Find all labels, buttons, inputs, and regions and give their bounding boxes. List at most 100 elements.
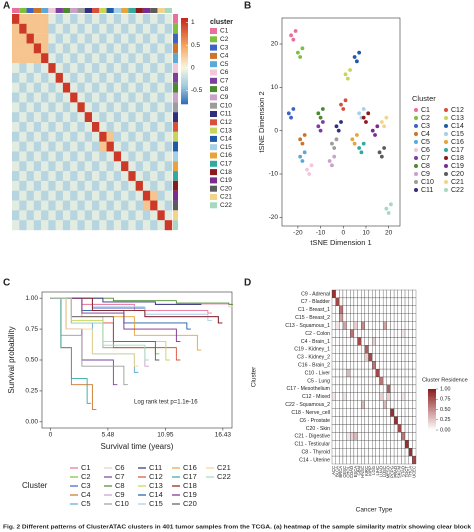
heatmap-cell [62, 200, 71, 211]
heatmap-cell [368, 329, 373, 338]
heatmap-cell [364, 448, 369, 457]
row-label: C11 - Testicular [294, 442, 330, 448]
heatmap-cell [70, 151, 78, 162]
heatmap-cell [386, 345, 391, 354]
legend-label: C11 [421, 187, 433, 194]
heatmap-cell [142, 190, 151, 201]
heatmap-cell [99, 151, 107, 162]
heatmap-cell [346, 289, 351, 299]
heatmap-cell [368, 313, 373, 322]
heatmap-cell [150, 112, 158, 123]
heatmap-cell [401, 297, 406, 306]
heatmap-cell [397, 353, 402, 362]
heatmap-cell [372, 448, 376, 457]
heatmap-cell [408, 455, 413, 465]
heatmap-cell [41, 53, 49, 64]
heatmap-cell [157, 171, 165, 182]
legend-label: C14 [451, 123, 464, 130]
heatmap-cell [84, 190, 93, 201]
heatmap-cell [99, 14, 107, 25]
heatmap-cell [84, 210, 93, 221]
scatter-point [307, 172, 312, 176]
heatmap-cell [357, 384, 362, 393]
legend-swatch [210, 202, 217, 209]
heatmap-cell [142, 180, 151, 191]
colorbar-step [428, 412, 436, 414]
heatmap-cell [26, 72, 35, 83]
scatter-point [379, 120, 384, 124]
heatmap-cell [12, 112, 20, 123]
column-label: COAD [349, 466, 354, 478]
heatmap-cell [357, 455, 362, 465]
heatmap-cell [353, 353, 358, 362]
heatmap-cell [368, 376, 373, 386]
heatmap-cell [12, 171, 20, 182]
heatmap-cell [26, 53, 35, 64]
heatmap-cell [128, 92, 136, 103]
colorbar-step [428, 401, 436, 403]
heatmap-cell [375, 361, 380, 370]
heatmap-cell [339, 424, 344, 433]
colorbar-step [428, 398, 436, 401]
heatmap-cell [368, 353, 373, 362]
legend-marker [444, 188, 448, 192]
heatmap-cell [372, 432, 376, 441]
heatmap-cell [142, 92, 151, 103]
heatmap-cell [164, 180, 173, 191]
colorbar-step [428, 421, 436, 424]
heatmap-cell [128, 171, 136, 182]
heatmap-cell [150, 53, 158, 64]
heatmap-cell [397, 424, 402, 433]
legend-label: C16 [451, 139, 464, 146]
heatmap-cell [55, 180, 64, 191]
heatmap-cell [339, 321, 344, 330]
colorbar-step [181, 52, 188, 55]
legend-label: C14 [149, 490, 163, 499]
x-tick-label: 16.43 [215, 432, 232, 439]
heatmap-cell [77, 43, 85, 54]
colorbar-step [428, 389, 436, 391]
heatmap-cell [397, 368, 402, 378]
scatter-point [352, 55, 357, 59]
heatmap-cell [92, 210, 100, 221]
heatmap-cell [142, 131, 151, 142]
legend-marker [444, 156, 448, 160]
heatmap-cell [335, 329, 340, 338]
legend-label: C14 [220, 136, 232, 143]
heatmap-cell [382, 297, 387, 306]
heatmap-cell [41, 43, 49, 54]
heatmap-cell [84, 63, 93, 74]
heatmap-cell [106, 180, 115, 191]
heatmap-cell [77, 63, 85, 74]
heatmap-cell [331, 424, 336, 433]
heatmap-cell [331, 455, 336, 465]
legend-swatch [210, 127, 217, 134]
heatmap-cell [353, 321, 358, 330]
legend-swatch [210, 152, 217, 159]
scatter-point [359, 150, 364, 155]
heatmap-cell [342, 376, 347, 386]
colorbar-step [181, 41, 188, 45]
heatmap-cell [350, 448, 355, 457]
heatmap-cell [19, 102, 27, 113]
heatmap-cell [379, 345, 384, 354]
heatmap-cell [48, 92, 56, 103]
heatmap-cell [157, 190, 165, 201]
y-axis-title: Cluster [251, 366, 258, 387]
heatmap-cell [350, 408, 355, 417]
scatter-point [354, 59, 359, 64]
heatmap-cell [346, 424, 351, 433]
heatmap-cell [372, 337, 376, 346]
scatter-point [330, 141, 334, 146]
heatmap-cell [48, 33, 56, 44]
heatmap-cell [55, 210, 64, 221]
heatmap-cell [335, 361, 340, 370]
heatmap-cell [19, 14, 27, 25]
heatmap-cell [342, 432, 347, 441]
heatmap-cell [121, 33, 129, 44]
heatmap-cell [92, 43, 100, 54]
heatmap-cell [386, 361, 391, 370]
heatmap-cell [393, 416, 398, 425]
heatmap-cell [164, 141, 173, 152]
heatmap-cell [121, 92, 129, 103]
